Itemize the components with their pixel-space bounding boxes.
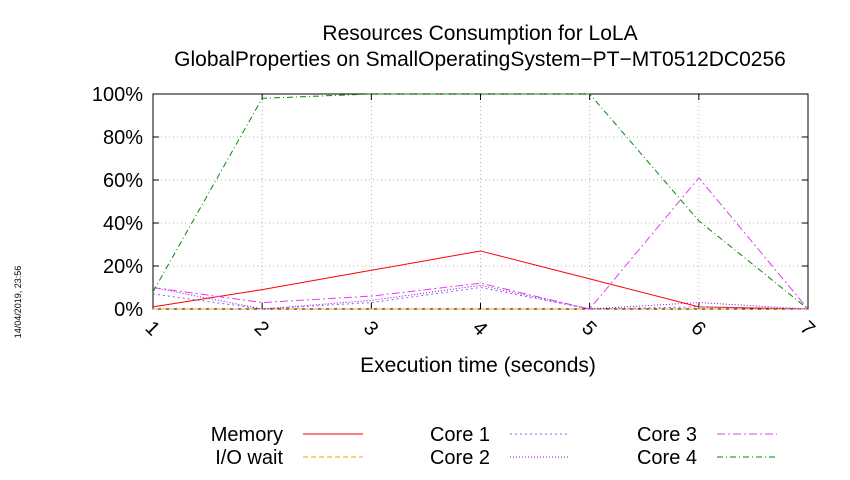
legend-label: Core 2 <box>430 447 490 469</box>
y-tick-label: 60% <box>103 170 143 192</box>
legend-label: Core 1 <box>430 424 490 446</box>
x-tick-label: 5 <box>577 317 600 340</box>
series-line-memory <box>152 250 809 310</box>
x-tick-label: 6 <box>686 317 709 340</box>
x-tick-label: 3 <box>359 317 382 340</box>
plot-area: 0% 20% 40% 60% 80% 100% 1 2 3 4 5 6 7 <box>92 84 819 340</box>
legend-label: I/O wait <box>215 447 283 469</box>
x-tick-label: 2 <box>250 317 273 340</box>
y-tick-label: 20% <box>103 256 143 278</box>
legend-label: Core 3 <box>637 424 697 446</box>
y-tick-label: 40% <box>103 213 143 235</box>
y-tick-label: 100% <box>92 84 143 106</box>
x-tick-label: 1 <box>141 317 164 340</box>
x-tick-label: 4 <box>468 317 491 340</box>
legend-label: Core 4 <box>637 447 697 469</box>
series-line-core-3 <box>152 177 809 310</box>
timestamp-label: 14/04/2019, 23:56 <box>13 266 23 339</box>
y-tick-label: 80% <box>103 127 143 149</box>
y-tick-label: 0% <box>114 299 143 321</box>
chart-title-line-2: GlobalProperties on SmallOperatingSystem… <box>174 48 786 71</box>
plot-border <box>152 93 809 310</box>
x-tick-label: 7 <box>796 317 819 340</box>
legend-label: Memory <box>211 424 283 446</box>
chart-title-line-1: Resources Consumption for LoLA <box>322 22 637 45</box>
series-line-core-4 <box>152 93 809 310</box>
series-line-core-2 <box>152 284 809 310</box>
x-axis-label: Execution time (seconds) <box>360 354 596 377</box>
